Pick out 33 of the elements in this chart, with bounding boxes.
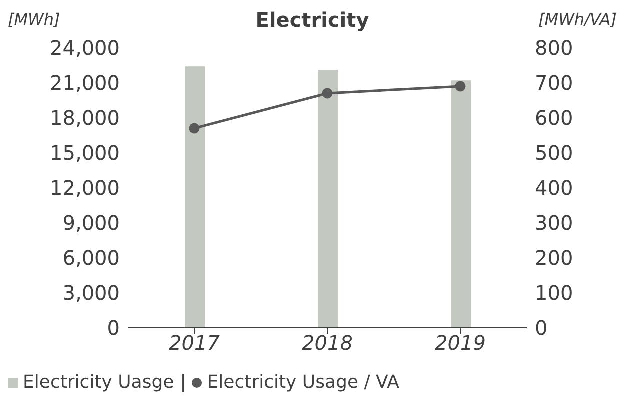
bar xyxy=(318,70,338,328)
y-axis-title: [MWh] xyxy=(8,10,60,29)
y-tick-label: 6,000 xyxy=(62,246,120,270)
y-tick-label: 12,000 xyxy=(50,176,120,200)
y-tick-label: 18,000 xyxy=(50,106,120,130)
bar xyxy=(451,80,471,328)
y-tick-label: 0 xyxy=(107,316,120,340)
x-tick-label: 2017 xyxy=(169,331,220,356)
y2-tick-label: 800 xyxy=(535,36,574,60)
y-tick-label: 24,000 xyxy=(50,36,120,60)
chart-title: Electricity xyxy=(256,8,370,32)
y2-tick-label: 100 xyxy=(535,281,574,306)
y-tick-label: 9,000 xyxy=(62,211,120,236)
y2-tick-label: 0 xyxy=(535,316,548,340)
x-tick-label: 2019 xyxy=(435,331,486,356)
y2-axis-title: [MWh/VA] xyxy=(538,10,617,29)
y2-tick-label: 400 xyxy=(535,176,574,200)
y2-tick-label: 200 xyxy=(535,246,574,270)
bar xyxy=(185,66,205,328)
point xyxy=(455,81,466,92)
legend-label: Electricity Uasge xyxy=(23,372,174,393)
y2-tick-label: 600 xyxy=(535,106,574,130)
y2-tick-label: 500 xyxy=(535,141,574,166)
y-tick-label: 21,000 xyxy=(50,71,120,96)
point xyxy=(322,88,333,99)
y-tick-label: 3,000 xyxy=(62,281,120,306)
y2-tick-label: 300 xyxy=(535,211,574,236)
x-tick-label: 2018 xyxy=(302,331,353,356)
point xyxy=(189,123,200,134)
y2-tick-label: 700 xyxy=(535,71,574,96)
text: | xyxy=(180,372,186,393)
y-tick-label: 15,000 xyxy=(50,141,120,166)
legend-label: Electricity Usage / VA xyxy=(207,372,400,393)
